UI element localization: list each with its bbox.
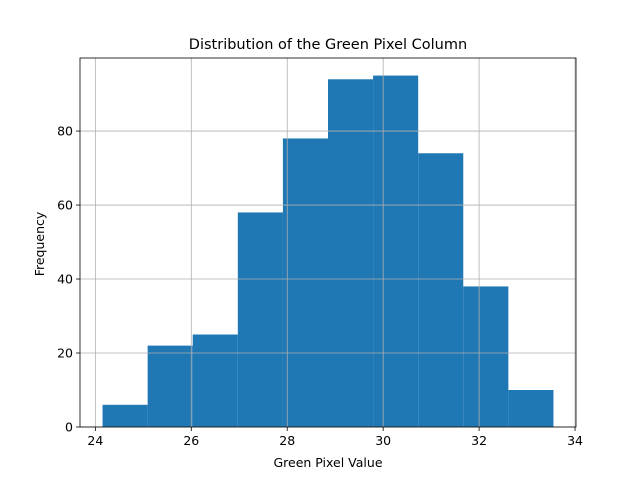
- histogram-bar-5: [282, 138, 328, 427]
- x-tick-label-6: 34: [567, 433, 583, 448]
- y-tick-label-4: 60: [57, 198, 73, 213]
- y-tick-label-5: 80: [57, 124, 73, 139]
- histogram-bar-9: [463, 286, 509, 427]
- y-tick-label-1: 0: [65, 420, 73, 435]
- histogram-bar-2: [147, 345, 193, 427]
- x-tick-label-1: 24: [87, 433, 103, 448]
- histogram-bar-8: [418, 153, 464, 427]
- y-axis-label: Frequency: [32, 211, 47, 276]
- x-tick-label-2: 26: [183, 433, 199, 448]
- histogram-bar-7: [373, 75, 419, 428]
- y-tick-label-3: 40: [57, 272, 73, 287]
- plot-area: 24 26 28 30 32 34 0 20 40 60 80: [57, 57, 583, 448]
- histogram-bar-3: [192, 334, 238, 427]
- x-axis-label: Green Pixel Value: [273, 455, 382, 470]
- histogram-bar-6: [328, 79, 374, 427]
- histogram-bar-4: [237, 212, 283, 427]
- axes-frame: [79, 57, 577, 428]
- histogram-bar-1: [102, 404, 148, 427]
- chart-title: Distribution of the Green Pixel Column: [189, 37, 467, 53]
- x-tick-label-4: 30: [375, 433, 391, 448]
- x-tick-label-3: 28: [279, 433, 295, 448]
- y-tick-label-2: 20: [57, 346, 73, 361]
- x-tick-label-5: 32: [471, 433, 487, 448]
- histogram-bar-10: [508, 390, 554, 427]
